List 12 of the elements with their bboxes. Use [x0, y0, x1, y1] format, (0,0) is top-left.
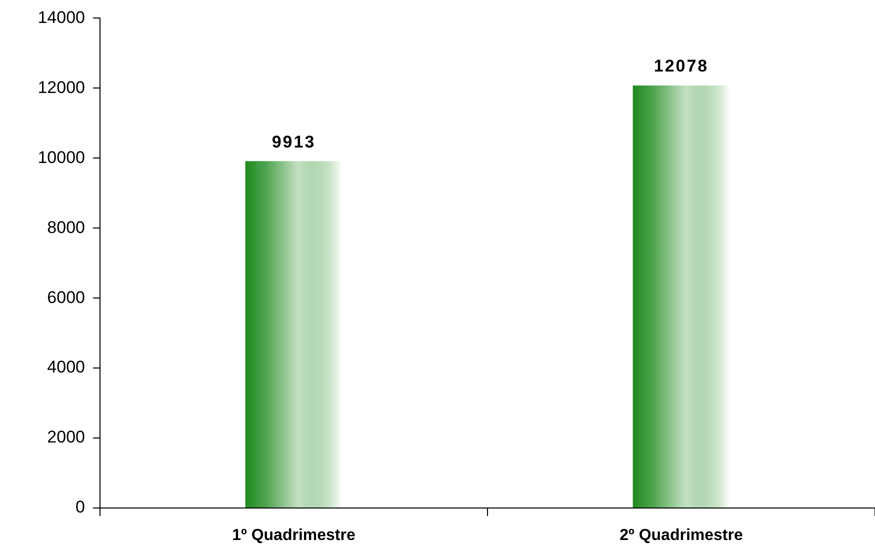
- y-tick-label: 6000: [47, 288, 85, 307]
- y-tick-label: 2000: [47, 428, 85, 447]
- x-tick-label: 2º Quadrimestre: [620, 527, 743, 544]
- y-tick-label: 4000: [47, 358, 85, 377]
- y-tick-label: 14000: [38, 8, 85, 27]
- data-label: 12078: [654, 56, 709, 76]
- y-tick-label: 12000: [38, 78, 85, 97]
- data-label: 9913: [272, 132, 316, 152]
- y-tick-label: 0: [76, 498, 85, 517]
- y-tick-label: 8000: [47, 218, 85, 237]
- x-tick-label: 1º Quadrimestre: [232, 527, 356, 544]
- y-tick-label: 10000: [38, 148, 85, 167]
